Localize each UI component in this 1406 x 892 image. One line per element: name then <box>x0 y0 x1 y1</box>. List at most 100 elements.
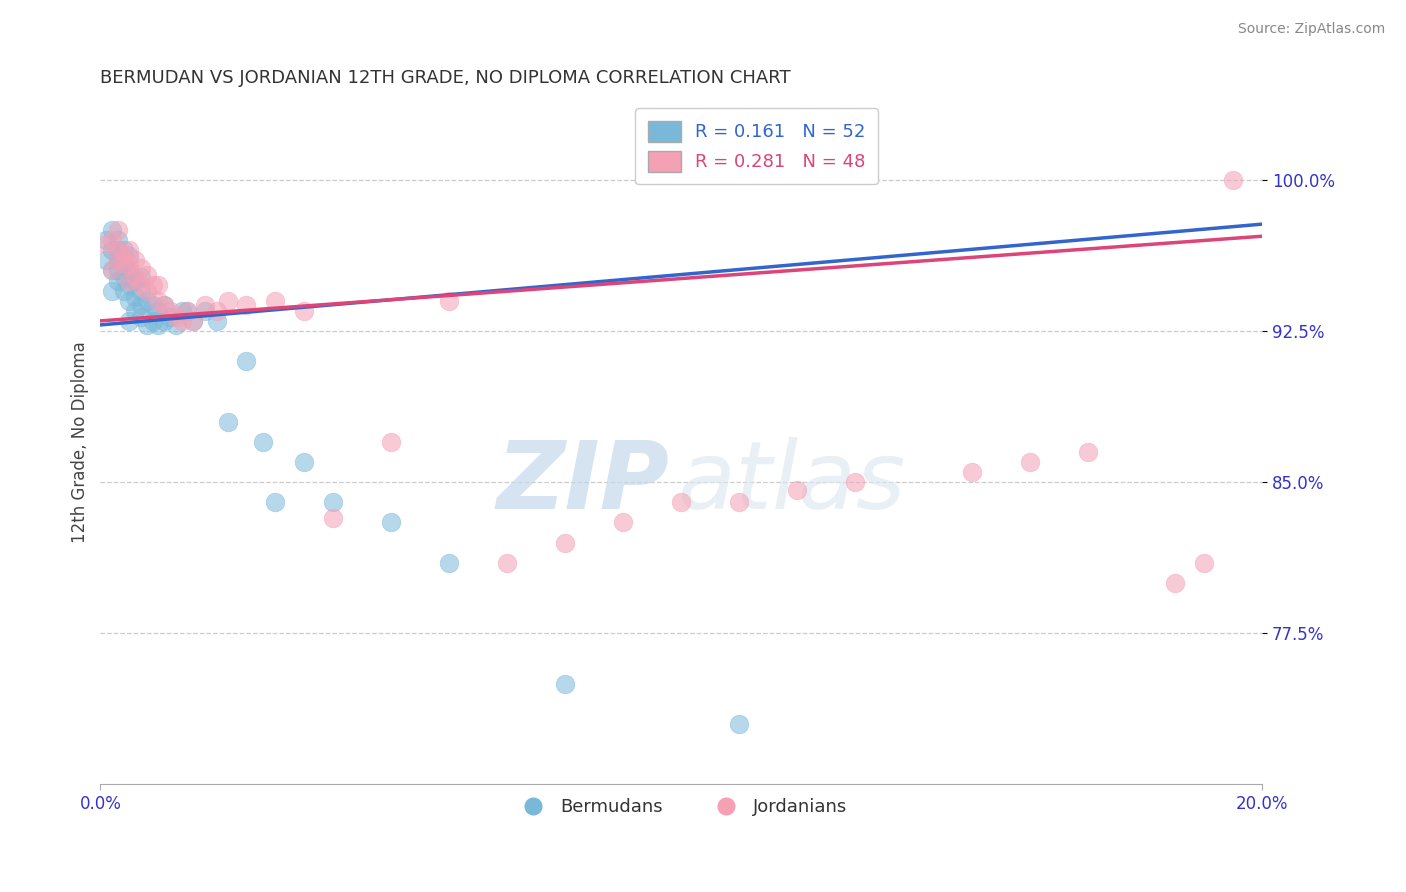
Point <box>96 237 118 252</box>
Point <box>124 274 146 288</box>
Point <box>129 261 152 276</box>
Point <box>118 293 141 308</box>
Point <box>263 495 285 509</box>
Point <box>159 303 181 318</box>
Point <box>112 257 135 271</box>
Y-axis label: 12th Grade, No Diploma: 12th Grade, No Diploma <box>72 341 89 542</box>
Point <box>263 293 285 308</box>
Point <box>112 269 135 284</box>
Point <box>124 253 146 268</box>
Point <box>118 274 141 288</box>
Point <box>181 314 204 328</box>
Point <box>107 274 129 288</box>
Point <box>112 244 135 258</box>
Point <box>554 535 576 549</box>
Point <box>153 314 176 328</box>
Point <box>129 277 152 292</box>
Point <box>142 314 165 328</box>
Point <box>107 263 129 277</box>
Point <box>101 244 124 258</box>
Point <box>165 318 187 332</box>
Point <box>135 284 157 298</box>
Point <box>1018 455 1040 469</box>
Point <box>135 293 157 308</box>
Point <box>118 257 141 271</box>
Point <box>235 298 257 312</box>
Point <box>322 495 344 509</box>
Point <box>118 277 141 292</box>
Point <box>142 298 165 312</box>
Point <box>118 249 141 263</box>
Point <box>124 269 146 284</box>
Point <box>669 495 692 509</box>
Legend: Bermudans, Jordanians: Bermudans, Jordanians <box>508 791 855 823</box>
Point <box>217 293 239 308</box>
Point <box>101 263 124 277</box>
Point <box>181 314 204 328</box>
Point <box>129 310 152 324</box>
Point <box>148 277 170 292</box>
Point <box>124 303 146 318</box>
Point <box>101 284 124 298</box>
Point <box>728 717 751 731</box>
Point <box>142 277 165 292</box>
Point <box>118 314 141 328</box>
Point <box>554 676 576 690</box>
Point <box>129 269 152 284</box>
Point <box>124 290 146 304</box>
Point <box>107 244 129 258</box>
Point <box>437 293 460 308</box>
Point <box>292 455 315 469</box>
Point <box>101 233 124 247</box>
Point <box>612 516 634 530</box>
Point <box>148 293 170 308</box>
Point <box>1222 173 1244 187</box>
Point <box>96 253 118 268</box>
Text: ZIP: ZIP <box>496 437 669 529</box>
Point <box>786 483 808 498</box>
Point <box>129 284 152 298</box>
Point <box>112 257 135 271</box>
Point <box>153 298 176 312</box>
Point <box>380 516 402 530</box>
Point <box>235 354 257 368</box>
Point <box>205 314 228 328</box>
Point <box>135 318 157 332</box>
Point <box>1077 445 1099 459</box>
Point <box>148 318 170 332</box>
Point <box>112 284 135 298</box>
Point <box>101 223 124 237</box>
Point <box>380 434 402 449</box>
Point <box>107 253 129 268</box>
Text: BERMUDAN VS JORDANIAN 12TH GRADE, NO DIPLOMA CORRELATION CHART: BERMUDAN VS JORDANIAN 12TH GRADE, NO DIP… <box>100 69 792 87</box>
Point <box>252 434 274 449</box>
Point <box>292 303 315 318</box>
Point <box>170 314 193 328</box>
Point <box>1192 556 1215 570</box>
Point <box>118 263 141 277</box>
Point <box>107 233 129 247</box>
Point <box>165 310 187 324</box>
Point <box>96 233 118 247</box>
Point <box>170 303 193 318</box>
Point <box>194 298 217 312</box>
Point <box>728 495 751 509</box>
Point <box>176 303 198 318</box>
Point <box>194 303 217 318</box>
Point <box>496 556 519 570</box>
Point <box>437 556 460 570</box>
Point <box>322 511 344 525</box>
Point <box>217 415 239 429</box>
Point <box>205 303 228 318</box>
Point <box>118 244 141 258</box>
Text: atlas: atlas <box>678 437 905 528</box>
Point <box>844 475 866 489</box>
Point <box>1164 575 1187 590</box>
Point <box>159 310 181 324</box>
Point <box>129 298 152 312</box>
Text: Source: ZipAtlas.com: Source: ZipAtlas.com <box>1237 22 1385 37</box>
Point <box>148 303 170 318</box>
Point <box>107 244 129 258</box>
Point <box>153 298 176 312</box>
Point <box>107 223 129 237</box>
